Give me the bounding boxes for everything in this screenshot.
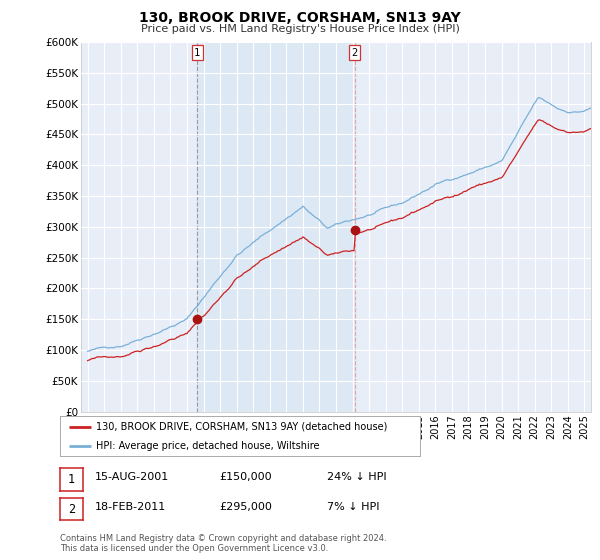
Bar — [197, 42, 355, 412]
Text: 130, BROOK DRIVE, CORSHAM, SN13 9AY: 130, BROOK DRIVE, CORSHAM, SN13 9AY — [139, 11, 461, 25]
Text: £295,000: £295,000 — [219, 502, 272, 512]
Text: HPI: Average price, detached house, Wiltshire: HPI: Average price, detached house, Wilt… — [96, 441, 320, 450]
Text: 2: 2 — [352, 48, 358, 58]
Text: 130, BROOK DRIVE, CORSHAM, SN13 9AY (detached house): 130, BROOK DRIVE, CORSHAM, SN13 9AY (det… — [96, 422, 388, 432]
Text: 1: 1 — [68, 473, 75, 486]
Text: £150,000: £150,000 — [219, 472, 272, 482]
Text: 15-AUG-2001: 15-AUG-2001 — [95, 472, 169, 482]
Text: 18-FEB-2011: 18-FEB-2011 — [95, 502, 166, 512]
Text: 7% ↓ HPI: 7% ↓ HPI — [327, 502, 380, 512]
Text: Contains HM Land Registry data © Crown copyright and database right 2024.
This d: Contains HM Land Registry data © Crown c… — [60, 534, 386, 553]
Text: 2: 2 — [68, 502, 75, 516]
Text: Price paid vs. HM Land Registry's House Price Index (HPI): Price paid vs. HM Land Registry's House … — [140, 24, 460, 34]
Text: 1: 1 — [194, 48, 200, 58]
Text: 24% ↓ HPI: 24% ↓ HPI — [327, 472, 386, 482]
